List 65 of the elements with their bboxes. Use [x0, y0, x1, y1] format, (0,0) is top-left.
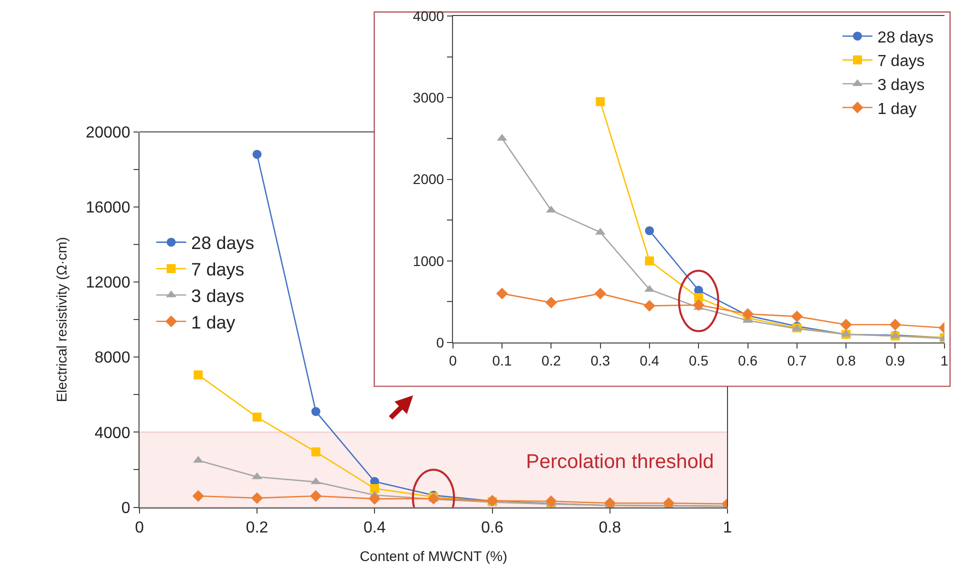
- point: [840, 318, 852, 330]
- x-tick-label: 0.5: [688, 352, 709, 368]
- point: [742, 308, 754, 320]
- legend-label: 3 days: [877, 76, 925, 94]
- y-tick-label: 20000: [86, 124, 130, 142]
- legend-label: 7 days: [191, 260, 244, 280]
- point: [644, 300, 656, 312]
- x-tick-label: 1: [940, 352, 948, 368]
- x-tick-label: 0.4: [364, 519, 386, 536]
- point: [694, 293, 704, 302]
- legend-label: 28 days: [877, 29, 934, 46]
- point: [193, 456, 204, 463]
- point: [596, 97, 605, 106]
- band-label: Percolation threshold: [526, 451, 714, 473]
- point: [310, 490, 322, 502]
- legend-label: 7 days: [877, 53, 925, 70]
- point: [252, 412, 262, 422]
- x-tick-label: 0.9: [885, 352, 906, 368]
- x-tick-label: 0.3: [590, 352, 610, 368]
- x-tick-label: 0.8: [836, 352, 856, 368]
- y-tick-label: 8000: [94, 350, 130, 367]
- x-tick-label: 0: [134, 519, 144, 536]
- x-tick-label: 0.8: [598, 519, 622, 536]
- y-tick-label: 12000: [86, 274, 130, 292]
- x-tick-label: 0.2: [246, 519, 268, 536]
- y-tick-label: 3000: [412, 90, 444, 106]
- y-tick-label: 16000: [86, 200, 130, 217]
- point: [192, 490, 204, 502]
- point: [496, 288, 508, 300]
- legend-label: 28 days: [191, 233, 254, 254]
- point: [791, 310, 803, 322]
- x-tick-label: 0.4: [640, 352, 660, 368]
- y-tick-label: 0: [121, 500, 130, 517]
- x-tick-label: 0.1: [492, 352, 512, 368]
- point: [311, 407, 320, 416]
- point: [251, 492, 263, 504]
- y-tick-label: 4000: [412, 8, 444, 24]
- x-tick-label: 1: [723, 519, 732, 536]
- point: [545, 495, 557, 508]
- point: [644, 226, 654, 236]
- y-tick-label: 1000: [412, 252, 444, 269]
- y-tick-label: 4000: [94, 424, 130, 442]
- y-tick-label: 0: [436, 334, 444, 350]
- x-tick-label: 0.2: [541, 352, 562, 368]
- point: [252, 150, 262, 159]
- point: [594, 288, 606, 300]
- x-axis-title: Content of MWCNT (%): [360, 548, 508, 564]
- x-tick-label: 0.6: [738, 352, 758, 368]
- y-tick-label: 2000: [412, 171, 444, 188]
- y-axis-title: Electrical resistivity (Ω·cm): [53, 236, 70, 402]
- x-tick-label: 0: [448, 352, 457, 368]
- point: [311, 447, 320, 456]
- x-tick-label: 0.6: [481, 519, 504, 536]
- legend-label: 3 days: [191, 286, 244, 306]
- point: [370, 484, 380, 494]
- point: [889, 318, 902, 330]
- point: [428, 492, 440, 504]
- point: [692, 299, 704, 311]
- point: [644, 256, 654, 266]
- legend-label: 1 day: [191, 312, 236, 332]
- point: [368, 492, 380, 505]
- point: [194, 370, 203, 380]
- point: [545, 296, 558, 308]
- x-tick-label: 0.7: [787, 352, 807, 368]
- legend-label: 1 day: [877, 100, 917, 118]
